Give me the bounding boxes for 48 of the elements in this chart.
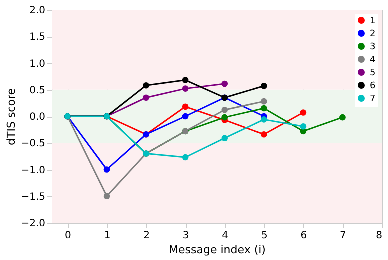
point — [222, 106, 228, 114]
y-tick-label: −1.0 — [21, 165, 46, 176]
point — [260, 82, 268, 90]
point — [182, 154, 189, 161]
legend-label: 7 — [370, 94, 376, 104]
x-tick-label: 8 — [376, 230, 382, 242]
y-tick-label: −0.5 — [21, 138, 46, 150]
legend-label: 1 — [370, 16, 376, 26]
point — [104, 193, 110, 200]
point — [260, 131, 268, 138]
point — [222, 80, 228, 88]
point — [260, 116, 268, 123]
point — [182, 113, 189, 120]
legend-label: 3 — [370, 42, 376, 52]
y-tick-label: −1.5 — [21, 192, 46, 203]
y-axis-title: dTIS score — [5, 88, 18, 146]
y-tick-label: 2.0 — [30, 6, 46, 16]
legend-label: 4 — [370, 56, 376, 66]
point — [300, 123, 307, 130]
legend-label: 5 — [370, 68, 376, 78]
point — [182, 86, 189, 92]
point — [222, 114, 228, 121]
y-tick-label: 1.0 — [30, 58, 46, 70]
point — [143, 94, 150, 102]
x-tick-label: 1 — [104, 230, 111, 242]
legend-label: 6 — [370, 82, 376, 92]
x-tick-label: 7 — [340, 230, 346, 242]
point — [104, 166, 110, 173]
point — [222, 135, 228, 142]
point — [260, 98, 268, 105]
x-tick-label: 4 — [222, 230, 229, 242]
y-tick-label: 1.5 — [30, 32, 46, 44]
y-tick-label: 0.0 — [30, 112, 46, 123]
x-tick-label: 2 — [144, 230, 150, 242]
y-tick-label: −2.0 — [21, 218, 46, 230]
x-axis-title: Message index (i) — [169, 244, 266, 256]
x-tick-label: 0 — [65, 230, 72, 242]
point — [260, 105, 268, 112]
point — [340, 114, 346, 121]
point — [182, 77, 189, 84]
point — [143, 82, 150, 89]
x-tick-label: 3 — [182, 230, 190, 242]
x-tick-label: 5 — [261, 230, 268, 242]
y-tick-label: 0.5 — [30, 85, 46, 96]
point — [182, 104, 189, 110]
point — [300, 110, 307, 116]
x-tick-label: 6 — [300, 230, 308, 242]
legend-label: 2 — [370, 30, 376, 40]
